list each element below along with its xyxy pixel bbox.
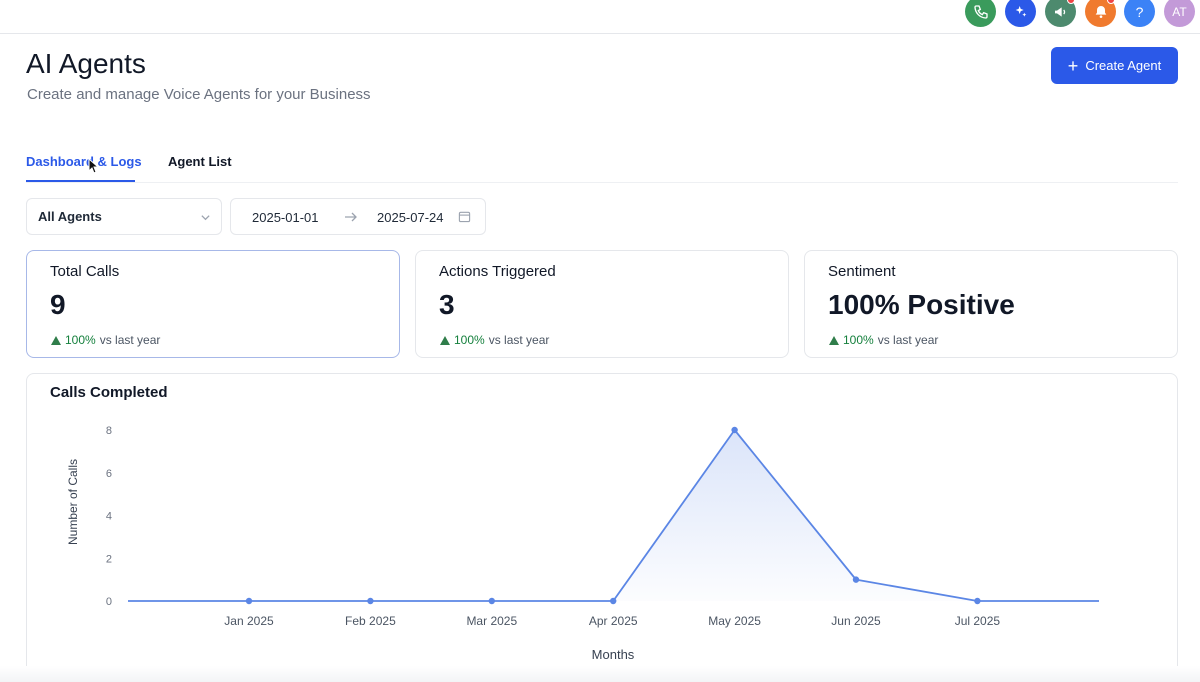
plus-icon: + xyxy=(1067,55,1079,76)
sparkle-icon[interactable] xyxy=(1005,0,1036,27)
create-agent-button[interactable]: + Create Agent xyxy=(1051,47,1178,84)
sentiment-card[interactable]: Sentiment 100% Positive 100% vs last yea… xyxy=(804,250,1178,358)
bell-icon[interactable] xyxy=(1085,0,1116,27)
agent-select[interactable]: All Agents xyxy=(26,198,222,235)
help-icon[interactable]: ? xyxy=(1124,0,1155,27)
tab-bar: Dashboard & Logs Agent List xyxy=(26,150,1178,183)
date-range-picker[interactable]: 2025-01-01 2025-07-24 xyxy=(230,198,486,235)
notification-dot xyxy=(1067,0,1075,4)
trend-text: vs last year xyxy=(99,333,161,347)
page-subtitle: Create and manage Voice Agents for your … xyxy=(27,86,371,103)
agent-select-value: All Agents xyxy=(38,209,102,224)
card-label: Actions Triggered xyxy=(439,263,556,280)
top-bar: ? AT xyxy=(0,0,1200,34)
avatar[interactable]: AT xyxy=(1164,0,1195,27)
page-bottom-fade xyxy=(0,666,1200,682)
arrow-right-icon xyxy=(345,212,357,222)
trend-percent: 100% xyxy=(65,333,96,347)
date-end[interactable]: 2025-07-24 xyxy=(377,210,444,225)
trend-percent: 100% xyxy=(454,333,485,347)
tab-dashboard-logs[interactable]: Dashboard & Logs xyxy=(26,154,142,169)
trend-up-icon xyxy=(829,335,839,345)
calendar-icon xyxy=(458,211,471,223)
mouse-cursor-icon xyxy=(88,158,99,174)
chart-title: Calls Completed xyxy=(50,384,168,401)
card-trend: 100% vs last year xyxy=(829,333,938,347)
avatar-initials: AT xyxy=(1172,4,1187,19)
trend-percent: 100% xyxy=(843,333,874,347)
create-agent-label: Create Agent xyxy=(1085,58,1162,73)
actions-triggered-card[interactable]: Actions Triggered 3 100% vs last year xyxy=(415,250,789,358)
card-label: Sentiment xyxy=(828,263,896,280)
megaphone-icon[interactable] xyxy=(1045,0,1076,27)
date-start[interactable]: 2025-01-01 xyxy=(252,210,319,225)
help-glyph: ? xyxy=(1135,3,1144,20)
phone-icon[interactable] xyxy=(965,0,996,27)
page-title: AI Agents xyxy=(26,48,146,79)
trend-up-icon xyxy=(440,335,450,345)
active-tab-indicator xyxy=(26,180,135,182)
trend-text: vs last year xyxy=(877,333,939,347)
chevron-down-icon xyxy=(201,215,210,221)
card-value: 3 xyxy=(439,289,455,320)
card-trend: 100% vs last year xyxy=(51,333,160,347)
notification-dot xyxy=(1107,0,1115,4)
card-value: 9 xyxy=(50,289,66,320)
card-trend: 100% vs last year xyxy=(440,333,549,347)
trend-text: vs last year xyxy=(488,333,550,347)
calls-completed-card xyxy=(26,373,1178,676)
card-value: 100% Positive xyxy=(828,289,1015,320)
card-label: Total Calls xyxy=(50,263,120,280)
tab-agent-list[interactable]: Agent List xyxy=(168,154,232,169)
trend-up-icon xyxy=(51,335,61,345)
total-calls-card[interactable]: Total Calls 9 100% vs last year xyxy=(26,250,400,358)
